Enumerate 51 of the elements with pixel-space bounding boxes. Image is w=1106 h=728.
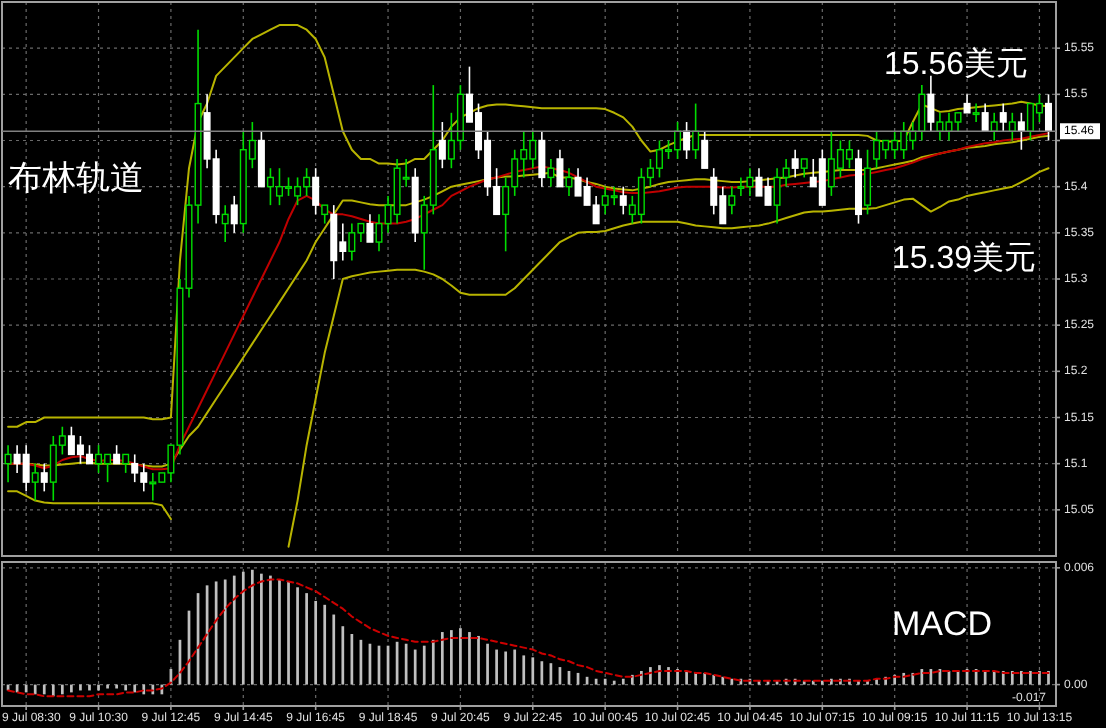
candlestick [1044,93,1052,142]
candlestick [565,167,573,197]
candlestick [366,213,374,243]
candlestick [619,185,627,216]
candlestick [230,195,238,234]
candlestick [257,130,265,188]
candlestick [873,130,881,169]
candlestick [981,102,989,133]
candlestick [610,185,618,206]
candlestick [683,121,691,160]
candlestick [1035,93,1043,123]
annotation: 15.39美元 [892,240,1037,277]
candlestick [40,462,48,493]
candlestick [972,102,980,123]
candlestick [348,222,356,262]
candlestick [791,148,799,179]
candlestick [547,158,555,188]
candlestick [131,453,139,483]
candlestick [312,167,320,216]
candlestick [149,472,157,502]
candlestick [800,158,808,179]
candlestick [864,148,872,216]
candlestick [737,176,745,197]
annotation: 布林轨道 [8,158,144,197]
candlestick [122,453,130,474]
candlestick [818,148,826,206]
line-series [7,578,1050,698]
candlestick [927,75,935,133]
candlestick [963,93,971,114]
candlestick [701,130,709,169]
candlestick [22,444,30,493]
candlestick [321,204,329,225]
candlestick [113,444,121,465]
annotation: MACD [892,604,993,643]
candlestick [221,204,229,243]
line-series [7,24,1050,428]
candlestick [95,444,103,474]
candlestick [330,204,338,280]
candlestick [999,102,1007,133]
candlestick [918,84,926,142]
candlestick [728,185,736,216]
candlestick [538,130,546,188]
candlestick [845,139,853,169]
candlestick [31,462,39,502]
candlestick [85,444,93,465]
candlestick [556,148,564,188]
candlestick [4,444,12,483]
candlestick [692,102,700,160]
annotation: 15.56美元 [884,46,1029,83]
candlestick [710,167,718,216]
candlestick [438,121,446,169]
